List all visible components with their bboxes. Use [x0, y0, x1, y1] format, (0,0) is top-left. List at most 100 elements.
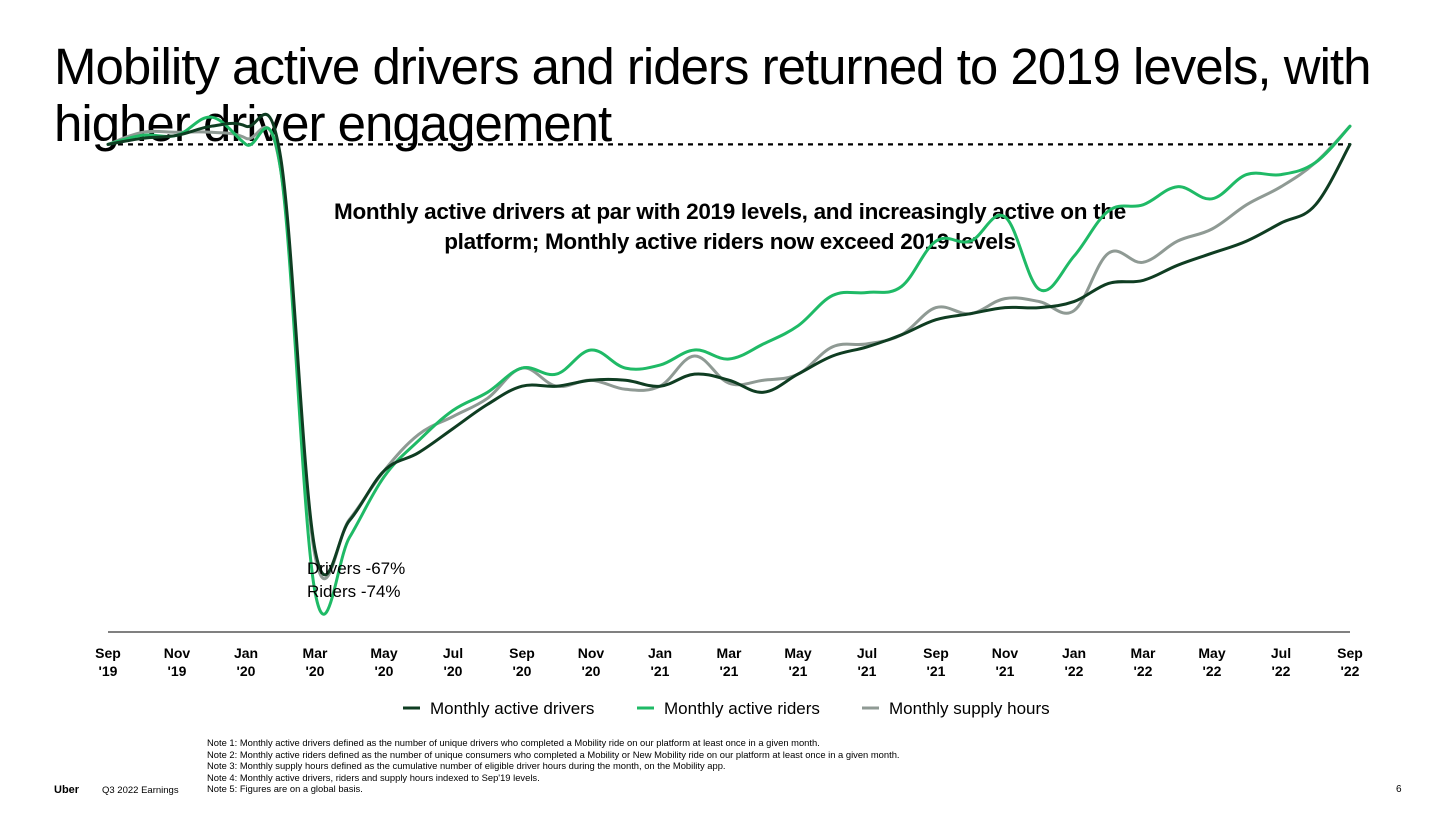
data-point-riders [1072, 254, 1076, 258]
x-tick-year: '21 [858, 663, 877, 679]
data-point-riders [486, 390, 490, 394]
x-tick-year: '22 [1203, 663, 1222, 679]
data-point-riders [555, 372, 559, 376]
data-point-drivers [865, 345, 869, 349]
data-point-riders [589, 348, 593, 352]
data-point-drivers [1038, 306, 1042, 310]
data-point-drivers [348, 519, 352, 523]
data-point-drivers [313, 548, 317, 552]
data-point-riders [1245, 173, 1249, 177]
data-point-drivers [900, 333, 904, 337]
x-tick-year: '19 [168, 663, 187, 679]
slide-title: Mobility active drivers and riders retur… [54, 38, 1371, 152]
data-point-drivers [1314, 203, 1318, 207]
data-point-riders [693, 348, 697, 352]
x-tick-month: Jan [1062, 645, 1086, 661]
data-point-drivers [1072, 300, 1076, 304]
data-point-riders [796, 324, 800, 328]
data-point-riders [865, 291, 869, 295]
data-point-drivers [244, 124, 248, 128]
data-point-riders [1348, 124, 1352, 128]
x-axis-tick-labels: Sep '19 Nov '19 Jan '20 Mar '20 May '20 Jul '20 Sep '… [95, 645, 1363, 679]
data-point-riders [658, 363, 662, 367]
data-point-supply [831, 345, 835, 349]
data-point-drivers [1141, 278, 1145, 282]
footnote-2: Note 2: Monthly active riders defined as… [207, 748, 900, 760]
x-tick-year: '20 [306, 663, 325, 679]
legend-item-drivers: Monthly active drivers [403, 699, 594, 718]
x-tick-year: '20 [513, 663, 532, 679]
x-tick-year: '20 [237, 663, 256, 679]
data-point-riders [1003, 215, 1007, 219]
brand-logo-text: Uber [54, 784, 80, 796]
chart-subtitle-line-2: platform; Monthly active riders now exce… [444, 229, 1016, 254]
data-point-riders [451, 408, 455, 412]
data-point-riders [969, 239, 973, 243]
data-point-supply [1038, 300, 1042, 304]
data-point-supply [417, 433, 421, 437]
data-point-drivers [762, 390, 766, 394]
data-point-drivers [1107, 281, 1111, 285]
data-point-riders [1038, 288, 1042, 292]
data-point-drivers [727, 378, 731, 382]
x-tick-year: '21 [651, 663, 670, 679]
x-tick-year: '20 [444, 663, 463, 679]
chart-subtitle-line-1: Monthly active drivers at par with 2019 … [334, 199, 1126, 224]
line-chart: Sep '19 Nov '19 Jan '20 Mar '20 May '20 Jul '20 Sep '… [95, 112, 1363, 718]
series-line-riders [106, 115, 1352, 616]
data-point-drivers [693, 372, 697, 376]
data-point-drivers [451, 427, 455, 431]
data-point-drivers [486, 402, 490, 406]
data-point-drivers [831, 354, 835, 358]
x-tick-year: '19 [99, 663, 118, 679]
data-point-drivers [106, 142, 110, 146]
data-point-drivers [589, 378, 593, 382]
legend: Monthly active drivers Monthly active ri… [403, 699, 1050, 718]
x-tick-month: Nov [578, 645, 605, 661]
data-point-riders [348, 535, 352, 539]
x-tick-month: May [784, 645, 811, 661]
data-point-supply [486, 396, 490, 400]
x-tick-month: Mar [303, 645, 328, 661]
data-point-drivers [624, 378, 628, 382]
data-point-riders [520, 366, 524, 370]
data-point-riders [382, 475, 386, 479]
x-tick-month: Jan [648, 645, 672, 661]
x-tick-month: Mar [717, 645, 742, 661]
data-point-riders [1210, 197, 1214, 201]
series-riders [106, 115, 1352, 616]
data-point-riders [1107, 209, 1111, 213]
data-point-riders [762, 342, 766, 346]
data-point-riders [934, 239, 938, 243]
x-tick-month: Mar [1131, 645, 1156, 661]
data-point-riders [1141, 203, 1145, 207]
data-point-drivers [1245, 239, 1249, 243]
data-point-riders [417, 439, 421, 443]
x-tick-year: '21 [789, 663, 808, 679]
data-point-supply [1072, 309, 1076, 313]
x-tick-month: May [1198, 645, 1225, 661]
data-point-riders [831, 294, 835, 298]
series-layer [106, 112, 1352, 616]
data-point-drivers [934, 318, 938, 322]
data-point-drivers [141, 136, 145, 140]
x-tick-year: '21 [996, 663, 1015, 679]
x-tick-year: '20 [582, 663, 601, 679]
data-point-riders [1314, 161, 1318, 165]
data-point-riders [624, 366, 628, 370]
x-tick-year: '22 [1272, 663, 1291, 679]
annotation-drivers-drop: Drivers -67% [307, 559, 405, 578]
footnote-4: Note 4: Monthly active drivers, riders a… [207, 771, 540, 783]
page-number: 6 [1396, 784, 1402, 795]
data-point-drivers [1279, 221, 1283, 225]
data-point-riders [727, 357, 731, 361]
footnote-5: Note 5: Figures are on a global basis. [207, 783, 363, 795]
data-point-riders [1279, 173, 1283, 177]
data-point-supply [244, 136, 248, 140]
x-tick-month: Nov [992, 645, 1019, 661]
data-point-drivers [175, 133, 179, 137]
x-tick-year: '22 [1134, 663, 1153, 679]
x-tick-month: Sep [923, 645, 949, 661]
series-line-drivers [106, 112, 1352, 577]
x-tick-month: Nov [164, 645, 191, 661]
